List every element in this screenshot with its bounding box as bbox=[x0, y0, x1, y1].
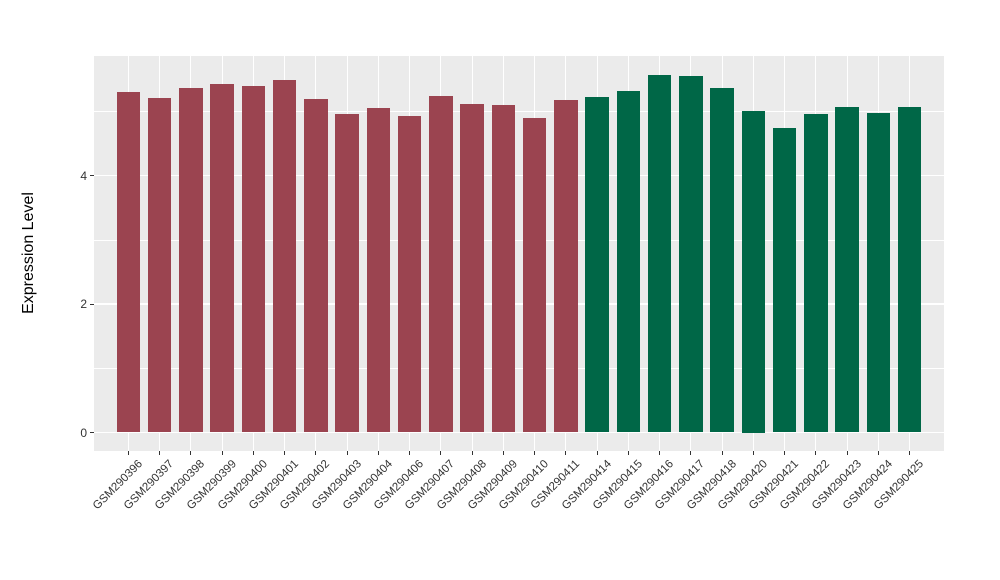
bar bbox=[116, 91, 141, 433]
bar bbox=[866, 112, 891, 433]
bar bbox=[272, 79, 297, 433]
bar bbox=[179, 88, 203, 433]
bar bbox=[397, 115, 422, 433]
bar bbox=[710, 88, 734, 433]
gridline-minor bbox=[94, 368, 944, 370]
y-axis-tick bbox=[90, 432, 94, 433]
bar bbox=[616, 90, 641, 433]
x-axis-tick bbox=[471, 450, 473, 455]
bar bbox=[647, 74, 672, 433]
y-tick-label: 4 bbox=[80, 168, 87, 183]
bar bbox=[335, 114, 359, 433]
x-axis-tick bbox=[596, 450, 598, 455]
x-axis-tick bbox=[909, 450, 911, 455]
x-axis-tick bbox=[409, 450, 411, 455]
x-axis-tick bbox=[440, 450, 442, 455]
plot-panel bbox=[94, 56, 944, 451]
bar bbox=[429, 95, 453, 433]
x-axis-tick bbox=[565, 450, 567, 455]
gridline-minor bbox=[94, 111, 944, 113]
x-axis-tick bbox=[815, 450, 817, 455]
x-axis-tick bbox=[534, 450, 536, 455]
bar bbox=[522, 117, 547, 433]
gridline-major bbox=[94, 174, 944, 177]
gridline-minor bbox=[94, 239, 944, 241]
y-axis-tick bbox=[90, 175, 94, 176]
y-axis-title: Expression Level bbox=[20, 192, 37, 314]
x-axis-tick bbox=[690, 450, 692, 455]
x-axis-tick bbox=[784, 450, 786, 455]
bar bbox=[304, 99, 328, 433]
x-axis-tick bbox=[752, 450, 754, 455]
x-axis-tick bbox=[659, 450, 661, 455]
y-tick-label: 2 bbox=[80, 297, 87, 311]
x-axis-tick bbox=[346, 450, 348, 455]
bar bbox=[741, 111, 766, 433]
x-axis-tick bbox=[284, 450, 286, 455]
bar bbox=[835, 106, 859, 433]
x-axis-tick bbox=[502, 450, 504, 455]
bar bbox=[679, 75, 703, 433]
gridline-major bbox=[94, 303, 944, 305]
bar bbox=[460, 104, 484, 433]
x-axis-tick bbox=[877, 450, 879, 455]
bar bbox=[210, 84, 234, 433]
bar bbox=[366, 108, 391, 433]
bar bbox=[585, 97, 609, 433]
gridline-major bbox=[94, 431, 944, 434]
x-axis-tick bbox=[721, 450, 723, 455]
x-axis-tick bbox=[315, 450, 317, 455]
x-axis-tick bbox=[159, 450, 161, 455]
x-axis-tick bbox=[627, 450, 629, 455]
bar bbox=[897, 106, 922, 433]
bar bbox=[491, 104, 516, 433]
bar bbox=[554, 100, 578, 433]
y-tick-label: 0 bbox=[80, 425, 87, 440]
x-axis-tick bbox=[252, 450, 254, 455]
y-axis-tick bbox=[90, 303, 94, 305]
x-axis-tick bbox=[846, 450, 848, 455]
x-axis-tick bbox=[190, 450, 192, 455]
x-axis-tick bbox=[127, 450, 129, 455]
bar bbox=[241, 85, 266, 433]
bar bbox=[772, 127, 797, 433]
x-axis-tick bbox=[377, 450, 379, 455]
x-axis-tick bbox=[221, 450, 223, 455]
bar bbox=[804, 114, 828, 433]
bar bbox=[147, 97, 172, 433]
